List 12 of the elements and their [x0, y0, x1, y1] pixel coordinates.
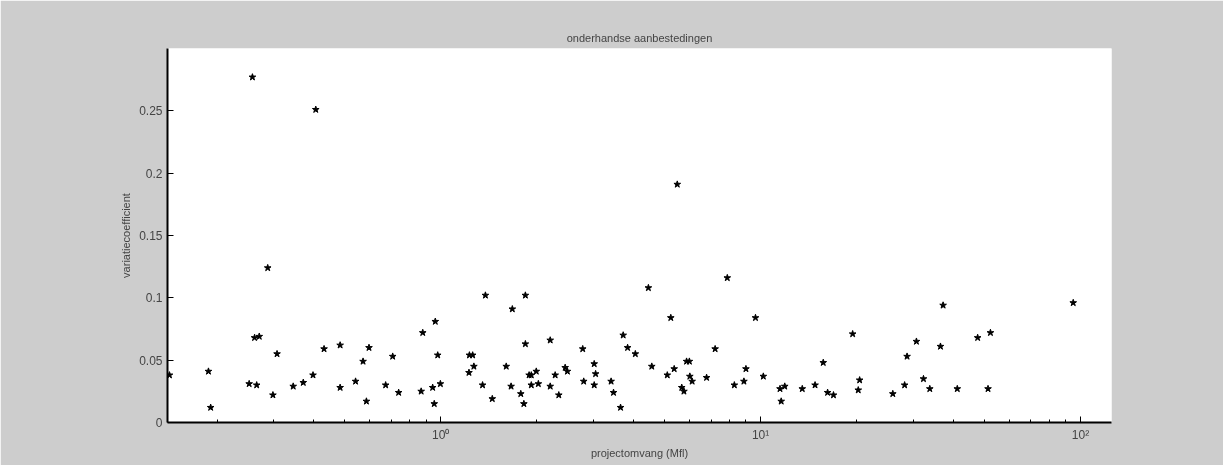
- chart-title: onderhandse aanbestedingen: [566, 31, 713, 44]
- x-tick-label: 10¹: [751, 427, 770, 442]
- y-axis-title: variatiecoefficient: [120, 193, 133, 278]
- y-tick-label: 0.1: [145, 291, 163, 306]
- x-axis-title: projectomvang (Mfl): [590, 446, 689, 459]
- y-tick-label: 0: [155, 416, 163, 430]
- y-tick-label: 0.05: [139, 353, 163, 368]
- y-tick-label: 0.2: [145, 166, 163, 181]
- x-tick-label: 10²: [1071, 427, 1090, 442]
- y-tick-label: 0.15: [139, 229, 163, 243]
- x-tick-label: 10⁰: [431, 427, 450, 442]
- y-tick-label: 0.25: [139, 104, 163, 119]
